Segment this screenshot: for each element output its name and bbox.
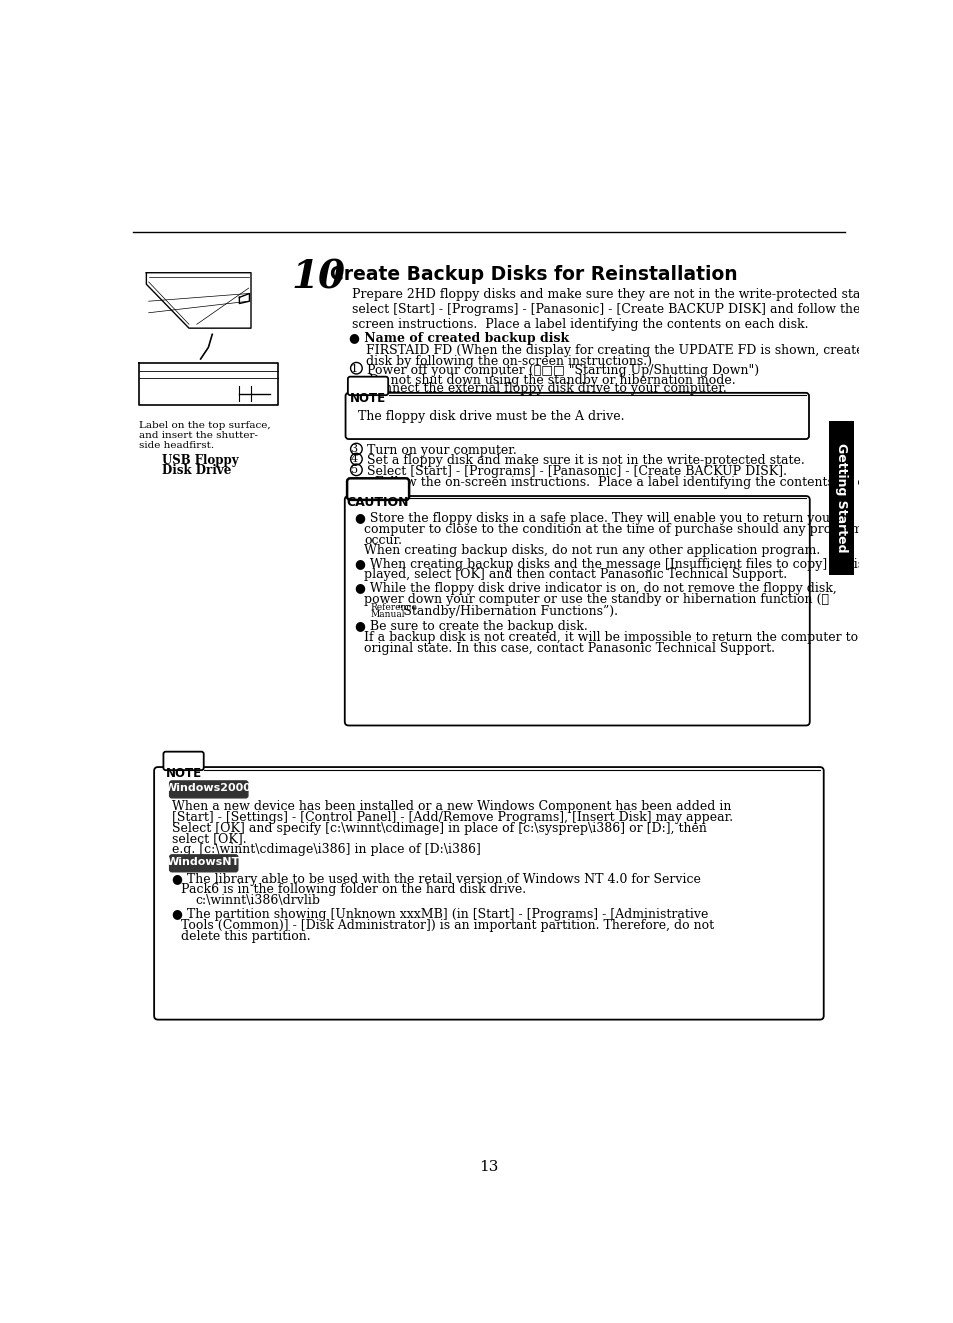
Text: disk.: disk. (375, 487, 405, 500)
Text: Manual: Manual (370, 610, 404, 619)
Text: original state. In this case, contact Panasonic Technical Support.: original state. In this case, contact Pa… (364, 642, 775, 655)
Text: Select [Start] - [Programs] - [Panasonic] - [Create BACKUP DISK].: Select [Start] - [Programs] - [Panasonic… (367, 466, 786, 478)
Text: ● While the floppy disk drive indicator is on, do not remove the floppy disk,: ● While the floppy disk drive indicator … (355, 582, 836, 595)
Text: e.g. [c:\winnt\cdimage\i386] in place of [D:\i386]: e.g. [c:\winnt\cdimage\i386] in place of… (172, 843, 480, 856)
Text: Do not shut down using the standby or hibernation mode.: Do not shut down using the standby or hi… (369, 374, 735, 388)
Text: disk by following the on-screen instructions.): disk by following the on-screen instruct… (365, 355, 651, 368)
Text: ● When creating backup disks and the message [Insufficient files to copy] is dis: ● When creating backup disks and the mes… (355, 557, 867, 570)
Text: CAUTION: CAUTION (346, 496, 408, 509)
Text: and insert the shutter-: and insert the shutter- (138, 430, 257, 439)
Text: Connect the external floppy disk drive to your computer.: Connect the external floppy disk drive t… (367, 382, 726, 396)
FancyBboxPatch shape (170, 855, 237, 872)
Text: When a new device has been installed or a new Windows Component has been added i: When a new device has been installed or … (172, 800, 731, 814)
Text: 1: 1 (350, 364, 357, 373)
Text: ● Name of created backup disk: ● Name of created backup disk (348, 332, 568, 345)
Text: NOTE: NOTE (165, 767, 201, 781)
Text: 4: 4 (350, 454, 357, 464)
Text: If a backup disk is not created, it will be impossible to return the computer to: If a backup disk is not created, it will… (364, 631, 877, 644)
Text: computer to close to the condition at the time of purchase should any problems: computer to close to the condition at th… (364, 523, 868, 536)
Text: ● The library able to be used with the retail version of Windows NT 4.0 for Serv: ● The library able to be used with the r… (172, 873, 700, 885)
Text: delete this partition.: delete this partition. (181, 930, 311, 942)
Text: NOTE: NOTE (350, 392, 386, 405)
Text: [Start] - [Settings] - [Control Panel] - [Add/Remove Programs], [Insert Disk] ma: [Start] - [Settings] - [Control Panel] -… (172, 811, 732, 824)
FancyBboxPatch shape (170, 781, 248, 798)
Text: Getting Started: Getting Started (834, 443, 847, 552)
FancyBboxPatch shape (163, 751, 204, 770)
Text: Disk Drive: Disk Drive (162, 464, 231, 478)
FancyBboxPatch shape (154, 767, 822, 1020)
Text: ● Be sure to create the backup disk.: ● Be sure to create the backup disk. (355, 620, 587, 632)
Text: Follow the on-screen instructions.  Place a label identifying the contents on ea: Follow the on-screen instructions. Place… (375, 476, 886, 490)
Text: Windows2000: Windows2000 (165, 783, 252, 794)
Text: Create Backup Disks for Reinstallation: Create Backup Disks for Reinstallation (330, 265, 737, 284)
Text: side headfirst.: side headfirst. (138, 441, 213, 450)
Text: c:\winnt\i386\drvlib: c:\winnt\i386\drvlib (195, 894, 320, 908)
Text: Turn on your computer.: Turn on your computer. (367, 445, 517, 458)
Text: 3: 3 (350, 445, 357, 454)
Text: Reference: Reference (370, 603, 416, 613)
Text: occur.: occur. (364, 533, 402, 546)
Text: FIRSTAID FD (When the display for creating the UPDATE FD is shown, create the: FIRSTAID FD (When the display for creati… (365, 344, 886, 357)
Text: 2: 2 (350, 382, 357, 392)
Text: power down your computer or use the standby or hibernation function (☞: power down your computer or use the stan… (364, 593, 828, 606)
Text: WindowsNT: WindowsNT (167, 857, 240, 867)
Text: The floppy disk drive must be the A drive.: The floppy disk drive must be the A driv… (357, 410, 624, 423)
Text: Select [OK] and specify [c:\winnt\cdimage] in place of [c:\sysprep\i386] or [D:]: Select [OK] and specify [c:\winnt\cdimag… (172, 822, 706, 835)
Text: 5: 5 (350, 466, 357, 475)
Text: USB Floppy: USB Floppy (162, 454, 238, 467)
FancyBboxPatch shape (345, 393, 808, 439)
FancyBboxPatch shape (344, 496, 809, 725)
Text: “Standby/Hibernation Functions”).: “Standby/Hibernation Functions”). (396, 605, 617, 618)
Text: played, select [OK] and then contact Panasonic Technical Support.: played, select [OK] and then contact Pan… (364, 569, 786, 581)
Text: Tools (Common)] - [Disk Administrator]) is an important partition. Therefore, do: Tools (Common)] - [Disk Administrator]) … (181, 918, 714, 931)
Text: When creating backup disks, do not run any other application program.: When creating backup disks, do not run a… (364, 544, 820, 557)
FancyBboxPatch shape (828, 421, 853, 574)
Text: Pack6 is in the following folder on the hard disk drive.: Pack6 is in the following folder on the … (181, 884, 526, 896)
Text: Prepare 2HD floppy disks and make sure they are not in the write-protected state: Prepare 2HD floppy disks and make sure t… (352, 288, 908, 331)
Text: 13: 13 (478, 1160, 498, 1174)
Text: Label on the top surface,: Label on the top surface, (138, 421, 270, 430)
Text: select [OK].: select [OK]. (172, 832, 246, 845)
FancyBboxPatch shape (348, 377, 388, 396)
FancyBboxPatch shape (347, 479, 409, 500)
Text: 10: 10 (291, 259, 345, 296)
Text: ● The partition showing [Unknown xxxMB] (in [Start] - [Programs] - [Administrati: ● The partition showing [Unknown xxxMB] … (172, 908, 707, 921)
Text: Set a floppy disk and make sure it is not in the write-protected state.: Set a floppy disk and make sure it is no… (367, 454, 804, 467)
Text: Power off your computer (☞□□ "Starting Up/Shutting Down"): Power off your computer (☞□□ "Starting U… (367, 364, 759, 377)
Text: ● Store the floppy disks in a safe place. They will enable you to return your: ● Store the floppy disks in a safe place… (355, 512, 835, 525)
